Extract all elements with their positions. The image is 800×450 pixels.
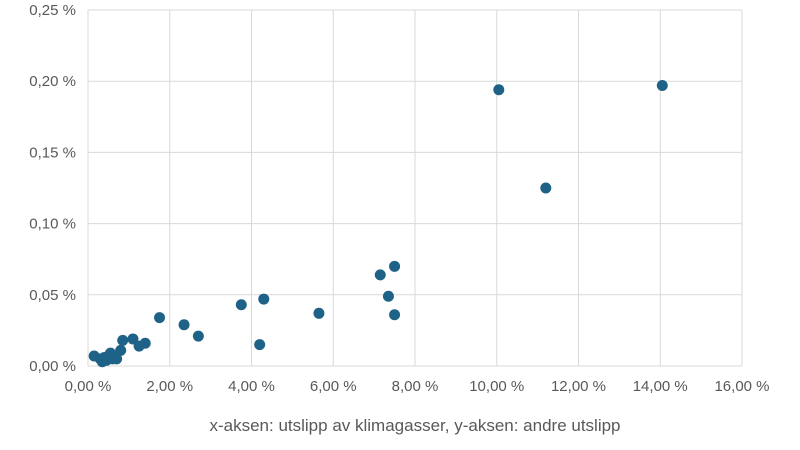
data-point — [258, 293, 270, 305]
y-tick-label: 0,05 % — [29, 287, 76, 304]
data-point — [192, 330, 204, 342]
data-point — [154, 312, 166, 324]
x-tick-label: 0,00 % — [65, 378, 112, 395]
x-tick-label: 16,00 % — [714, 378, 769, 395]
data-point — [117, 334, 129, 346]
x-axis-title: x-aksen: utslipp av klimagasser, y-aksen… — [209, 416, 620, 435]
data-points — [88, 79, 668, 368]
x-tick-label: 8,00 % — [392, 378, 439, 395]
data-point — [235, 299, 247, 311]
data-point — [656, 79, 668, 91]
y-tick-label: 0,25 % — [29, 2, 76, 19]
x-tick-label: 2,00 % — [146, 378, 193, 395]
grid-lines — [87, 9, 743, 367]
data-point — [313, 307, 325, 319]
data-point — [389, 309, 401, 321]
data-point — [254, 339, 266, 351]
y-tick-label: 0,10 % — [29, 216, 76, 233]
x-axis-tick-labels: 0,00 % 2,00 % 4,00 % 6,00 % 8,00 % 10,00 % 12,… — [65, 378, 770, 395]
data-point — [493, 84, 505, 96]
data-point — [127, 333, 139, 345]
x-tick-label: 14,00 % — [633, 378, 688, 395]
y-axis-tick-labels: 0,00 % 0,05 % 0,10 % 0,15 % 0,20 % 0,25 % — [29, 2, 76, 375]
data-point — [139, 337, 151, 349]
x-tick-label: 6,00 % — [310, 378, 357, 395]
x-tick-label: 10,00 % — [469, 378, 524, 395]
y-tick-label: 0,00 % — [29, 358, 76, 375]
x-tick-label: 12,00 % — [551, 378, 606, 395]
data-point — [374, 269, 386, 281]
data-point — [115, 344, 127, 356]
data-point — [178, 319, 190, 331]
data-point — [540, 182, 552, 194]
data-point — [382, 290, 394, 302]
x-tick-label: 4,00 % — [228, 378, 275, 395]
data-point — [389, 260, 401, 272]
y-tick-label: 0,20 % — [29, 73, 76, 90]
data-point — [111, 353, 123, 365]
y-tick-label: 0,15 % — [29, 144, 76, 161]
